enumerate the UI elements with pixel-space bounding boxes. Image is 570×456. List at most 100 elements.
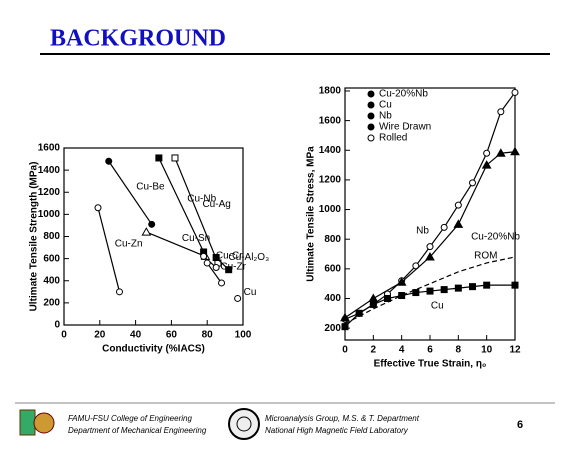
- series-label: Cu-Al₂O₃: [228, 252, 269, 263]
- series-label: Cu-Nb: [187, 194, 216, 205]
- series-label: Cu-Sn: [182, 233, 210, 244]
- y-axis-label: Ultimate Tensile Strength (MPa): [29, 162, 40, 312]
- point: [440, 223, 448, 231]
- y-tick-label: 0: [54, 320, 60, 331]
- point: [355, 309, 363, 317]
- point: [200, 252, 208, 260]
- series-line: [206, 262, 223, 284]
- y-tick-label: 200: [324, 323, 341, 334]
- footer-center: National High Magnetic Field Laboratory: [265, 426, 409, 435]
- point: [203, 259, 211, 267]
- point: [234, 294, 242, 302]
- y-tick-label: 1600: [38, 143, 61, 154]
- point: [369, 300, 377, 308]
- point: [497, 108, 505, 116]
- point: [454, 284, 462, 292]
- point: [171, 154, 179, 162]
- point: [340, 312, 350, 322]
- x-tick-label: 60: [166, 330, 178, 341]
- y-tick-label: 1400: [38, 165, 61, 176]
- series-line: [146, 231, 206, 257]
- point: [426, 243, 434, 251]
- x-tick-label: 10: [481, 345, 493, 356]
- series-line: [174, 157, 219, 264]
- footer-center: Microanalysis Group, M.S. & T. Departmen…: [265, 414, 420, 423]
- y-tick-label: 400: [43, 275, 60, 286]
- y-tick-label: 1200: [319, 175, 342, 186]
- point: [94, 204, 102, 212]
- legend-entry: Wire Drawn: [379, 122, 431, 133]
- point: [341, 323, 349, 331]
- x-tick-label: 8: [456, 345, 462, 356]
- x-tick-label: 4: [399, 345, 405, 356]
- point: [384, 294, 391, 302]
- legend-symbol: [367, 112, 375, 120]
- point: [115, 288, 123, 296]
- x-tick-label: 100: [235, 330, 252, 341]
- legend-symbol: [367, 134, 375, 142]
- y-tick-label: 1000: [38, 209, 61, 220]
- y-tick-label: 1400: [319, 145, 342, 156]
- series-label: ROM: [474, 250, 497, 261]
- legend-entry: Cu: [379, 100, 392, 111]
- point: [483, 281, 491, 289]
- series-line: [158, 157, 205, 253]
- x-tick-label: 0: [61, 330, 67, 341]
- y-tick-label: 600: [324, 263, 341, 274]
- point: [212, 254, 220, 262]
- point: [481, 160, 492, 169]
- legend-symbol: [367, 123, 375, 131]
- series-label: Cu: [431, 300, 444, 311]
- slide-title: BACKGROUND: [50, 26, 226, 52]
- x-tick-label: 0: [342, 345, 348, 356]
- series-label: Cu-Cr: [216, 251, 243, 262]
- plot-frame: [63, 147, 244, 326]
- point: [398, 292, 406, 300]
- y-tick-label: 400: [324, 293, 341, 304]
- y-tick-label: 800: [43, 231, 60, 242]
- legend-entry: Nb: [379, 111, 392, 122]
- x-tick-label: 2: [371, 345, 377, 356]
- point: [141, 227, 152, 236]
- page-number: 6: [517, 419, 523, 431]
- point: [483, 149, 491, 157]
- legend-entry: Cu-20%Nb: [379, 89, 428, 100]
- series-label: Cu-Be: [136, 181, 165, 192]
- footer-left: Department of Mechanical Engineering: [68, 426, 207, 435]
- series-label: Cu: [244, 287, 257, 298]
- x-axis-label: Conductivity (%IACS): [102, 344, 205, 355]
- point: [155, 154, 163, 162]
- y-tick-label: 1600: [319, 115, 342, 126]
- legend-symbol: [367, 90, 375, 98]
- point: [218, 279, 226, 287]
- point: [440, 286, 448, 294]
- series-line: [97, 207, 121, 292]
- point: [495, 148, 506, 157]
- point: [412, 289, 420, 297]
- y-axis-label: Ultimate Tensile Stress, MPa: [306, 146, 317, 282]
- series-label: Nb: [416, 225, 429, 236]
- point: [148, 220, 156, 228]
- series-label: Cu-20%Nb: [471, 232, 520, 243]
- legend-entry: Rolled: [379, 133, 407, 144]
- point: [396, 277, 407, 286]
- x-tick-label: 20: [94, 330, 106, 341]
- y-tick-label: 1200: [38, 187, 61, 198]
- point: [426, 287, 434, 295]
- point: [454, 201, 462, 209]
- point: [212, 263, 220, 271]
- x-tick-label: 80: [202, 330, 214, 341]
- x-axis-label: Effective True Strain, η₀: [374, 359, 487, 370]
- point: [453, 219, 464, 228]
- point: [368, 293, 379, 302]
- point: [105, 157, 113, 165]
- point: [469, 179, 476, 187]
- legend-symbol: [367, 101, 375, 109]
- point: [511, 88, 519, 96]
- x-tick-label: 12: [509, 345, 521, 356]
- series-label: Cu-Zn: [115, 238, 143, 249]
- y-tick-label: 800: [324, 234, 341, 245]
- footer-left: FAMU-FSU College of Engineering: [68, 414, 192, 423]
- point: [425, 251, 435, 261]
